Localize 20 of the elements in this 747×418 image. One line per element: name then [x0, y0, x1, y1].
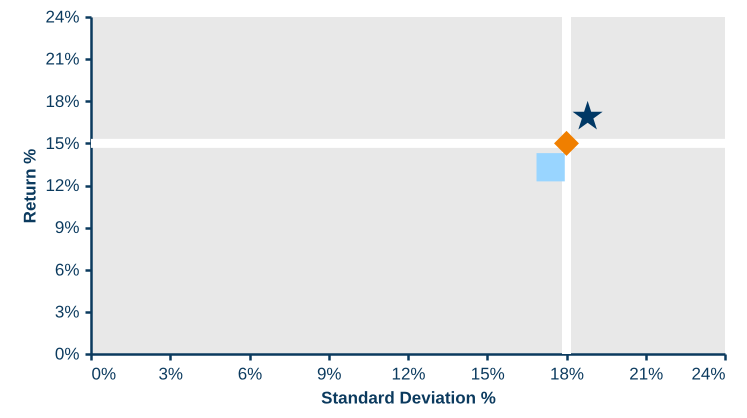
- y-tick-label: 3%: [54, 302, 80, 322]
- x-tick-label: 6%: [238, 364, 262, 384]
- x-axis-title: Standard Deviation %: [321, 388, 496, 408]
- x-tick-label: 3%: [158, 364, 184, 384]
- y-tick-label: 15%: [45, 134, 80, 153]
- y-tick-label: 24%: [45, 8, 80, 26]
- y-axis-title: Return %: [20, 148, 40, 224]
- x-tick-label: 15%: [470, 364, 505, 384]
- y-tick-label: 21%: [45, 50, 80, 69]
- y-tick-label: 18%: [45, 92, 80, 111]
- y-tick-label: 12%: [45, 176, 80, 195]
- x-tick-label: 21%: [629, 364, 664, 384]
- x-tick-label: 18%: [550, 364, 584, 384]
- y-tick-label: 0%: [54, 344, 80, 364]
- y-tick-label: 6%: [54, 260, 80, 280]
- x-tick-label: 24%: [691, 364, 726, 384]
- x-tick-label: 0%: [92, 364, 116, 384]
- x-tick-label: 9%: [316, 364, 342, 384]
- y-tick-label: 9%: [54, 218, 80, 238]
- x-tick-label: 12%: [391, 364, 426, 384]
